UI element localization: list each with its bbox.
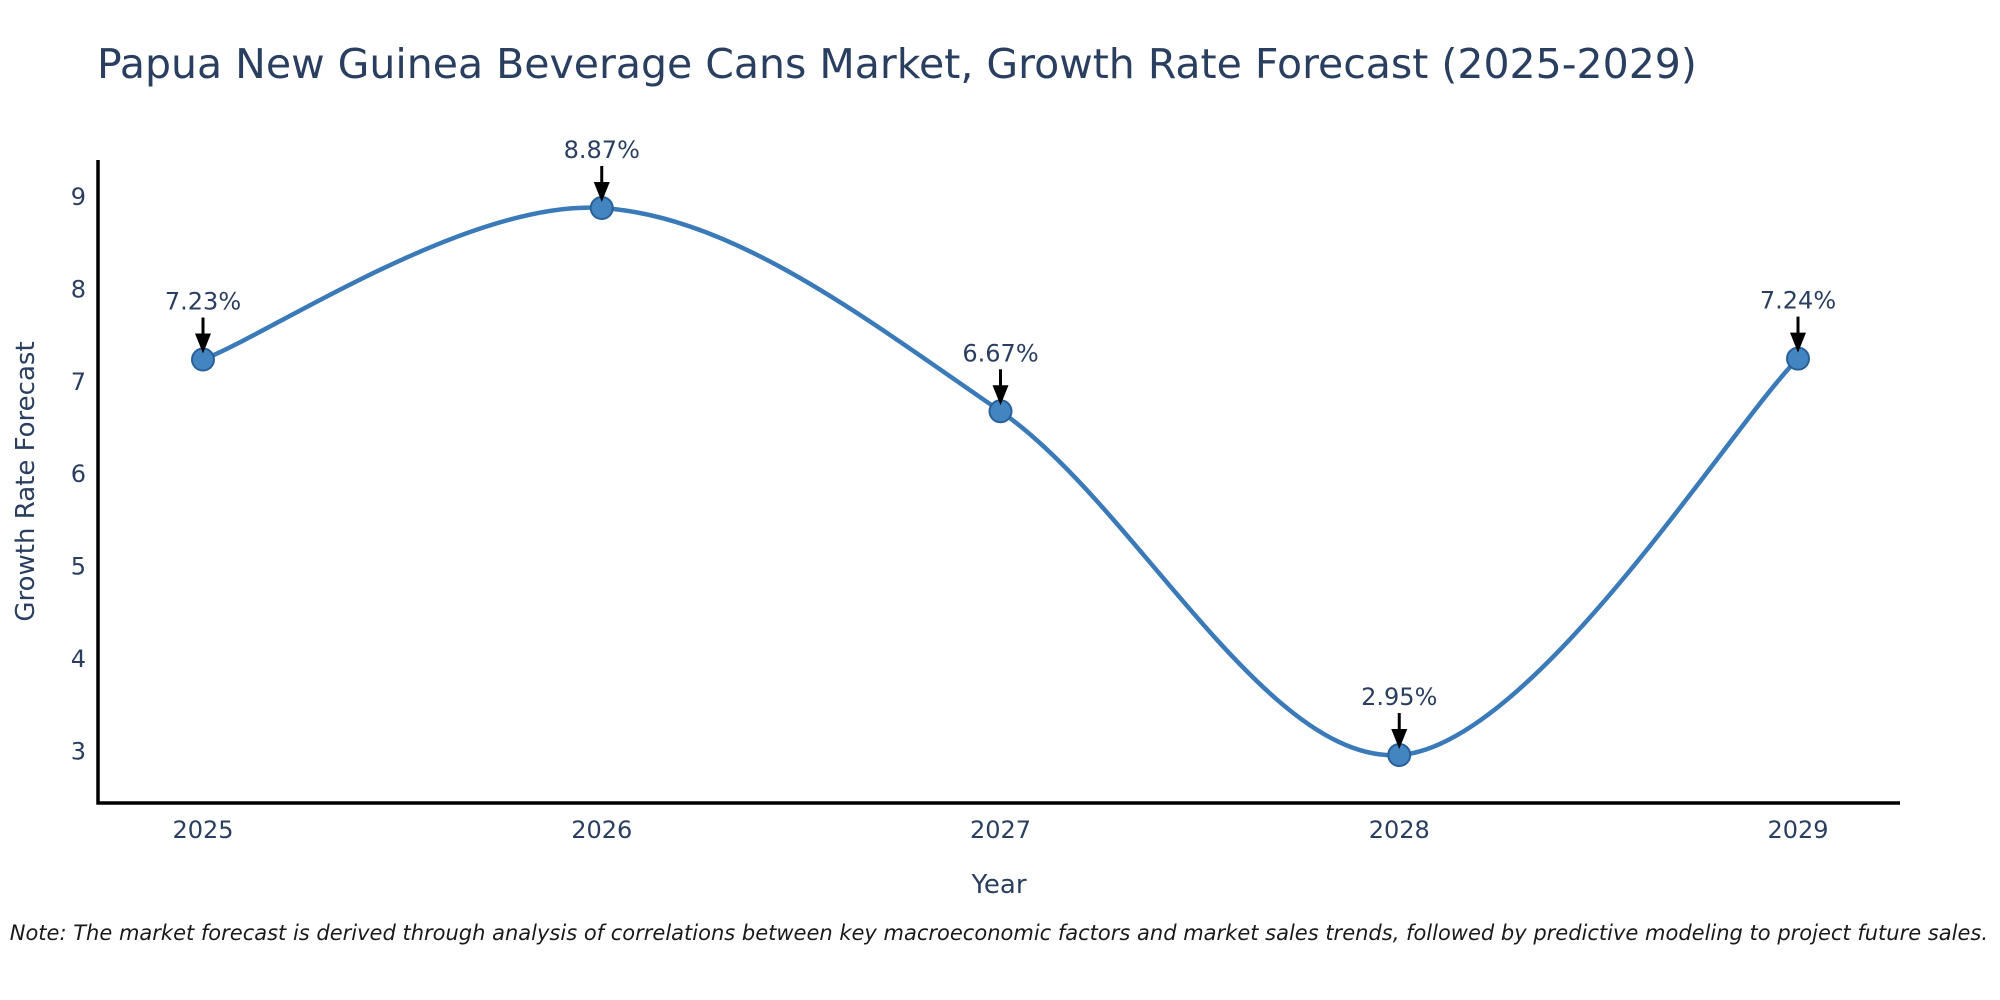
y-tick-label: 5: [71, 553, 86, 581]
annotation-arrowhead: [593, 182, 610, 203]
point-value-label: 7.24%: [1760, 287, 1836, 315]
point-value-label: 8.87%: [564, 136, 640, 164]
point-value-label: 7.23%: [165, 288, 241, 316]
forecast-line: [200, 205, 1801, 758]
x-tick-label: 2028: [1369, 816, 1430, 844]
y-tick-label: 8: [71, 275, 86, 303]
x-axis-title: Year: [970, 870, 1026, 900]
chart-title: Papua New Guinea Beverage Cans Market, G…: [97, 40, 1697, 88]
y-tick-label: 3: [71, 737, 86, 765]
y-axis-title: Growth Rate Forecast: [11, 341, 41, 621]
annotation-arrowhead: [992, 385, 1009, 406]
y-tick-label: 7: [71, 368, 86, 396]
x-tick-label: 2025: [172, 816, 233, 844]
point-value-label: 6.67%: [962, 339, 1038, 367]
annotation-arrowhead: [1391, 729, 1408, 750]
x-tick-label: 2027: [970, 816, 1031, 844]
annotation-arrowhead: [195, 333, 211, 354]
axis-spines: [96, 160, 1900, 805]
footnote: Note: The market forecast is derived thr…: [9, 921, 1988, 945]
y-tick-label: 9: [71, 183, 86, 211]
annotation-arrowhead: [1790, 332, 1806, 353]
point-value-label: 2.95%: [1361, 683, 1437, 711]
y-tick-label: 4: [71, 645, 86, 673]
x-tick-label: 2026: [571, 816, 632, 844]
y-tick-label: 6: [71, 460, 86, 488]
x-tick-label: 2029: [1767, 816, 1828, 844]
